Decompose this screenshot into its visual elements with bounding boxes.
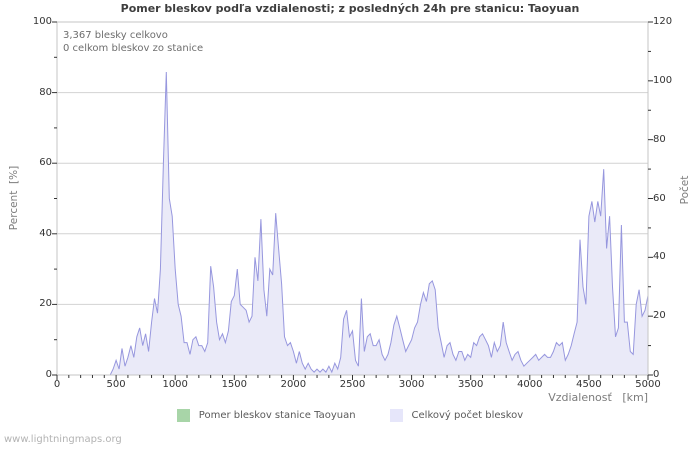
total-count-area: [57, 72, 648, 375]
plot-border: [56, 21, 649, 376]
y-right-tick-label: 0: [653, 369, 660, 380]
y-left-tick-label: 40: [39, 227, 52, 239]
x-axis-tick-label: 4000: [517, 379, 543, 390]
y-right-tick-label: 100: [653, 74, 673, 86]
x-axis-tick-label: 4500: [576, 379, 602, 390]
chart-title: Pomer bleskov podľa vzdialenosti; z posl…: [120, 2, 580, 15]
x-axis-tick-label: 1500: [221, 379, 248, 390]
legend-item-total-count: Celkový počet bleskov: [389, 409, 524, 422]
station-ratio-swatch-icon: [176, 409, 190, 422]
legend-label-station-ratio: Pomer bleskov stanice Taoyuan: [198, 410, 356, 421]
annotation-total-strikes: 3,367 blesky celkovo: [63, 30, 168, 41]
y-left-tick-label: 60: [39, 157, 52, 169]
x-axis-tick-label: 3500: [457, 379, 484, 390]
y-right-tick-label: 20: [653, 310, 666, 322]
x-axis-tick-label: 500: [106, 379, 126, 390]
watermark: www.lightningmaps.org: [4, 434, 122, 445]
y-left-tick-label: 100: [32, 16, 52, 27]
legend-item-station-ratio: Pomer bleskov stanice Taoyuan: [176, 409, 356, 422]
y-right-tick-label: 60: [653, 192, 666, 204]
legend-label-total-count: Celkový počet bleskov: [411, 410, 524, 421]
y-left-tick-label: 80: [39, 86, 52, 98]
x-axis-tick-label: 2500: [339, 379, 366, 390]
y-left-tick-label: 20: [39, 298, 52, 310]
x-axis-tick-label: 1000: [162, 379, 188, 390]
y-axis-right-title: Počet: [679, 175, 691, 205]
total-count-line: [57, 71, 649, 376]
y-axis-left-title: Percent [%]: [8, 165, 20, 231]
x-axis-tick-label: 5000: [635, 379, 661, 390]
y-right-tick-label: 120: [653, 16, 673, 27]
total-count-swatch-icon: [389, 409, 403, 422]
legend: Pomer bleskov stanice Taoyuan Celkový po…: [0, 409, 700, 422]
x-axis-title: Vzdialenosť [km]: [548, 391, 648, 404]
y-left-tick-label: 0: [45, 369, 52, 380]
x-axis-tick-label: 2000: [280, 379, 307, 390]
x-axis-tick-label: 3000: [398, 379, 425, 390]
y-right-tick-label: 40: [653, 251, 666, 263]
x-axis-tick-label: 0: [53, 379, 61, 390]
y-right-tick-label: 80: [653, 133, 666, 145]
annotation-station-strikes: 0 celkom bleskov zo stanice: [63, 43, 204, 54]
